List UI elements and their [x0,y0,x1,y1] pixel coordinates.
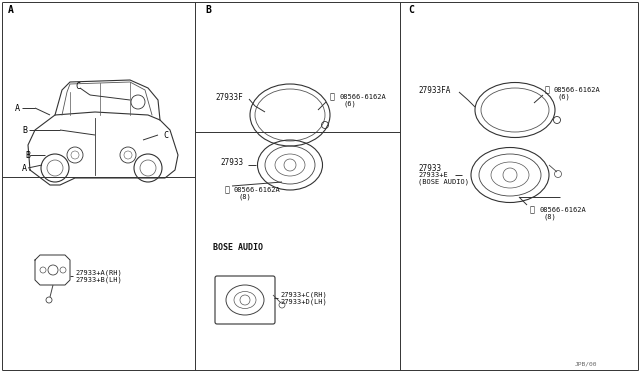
Text: (8): (8) [544,214,557,220]
Text: B: B [205,5,211,15]
Text: 27933+D(LH): 27933+D(LH) [280,299,327,305]
Text: 08566-6162A: 08566-6162A [340,94,387,100]
Text: JPB/00: JPB/00 [575,362,598,366]
Text: (6): (6) [558,94,571,100]
Text: Ⓢ: Ⓢ [530,205,535,215]
Text: A: A [22,164,27,173]
Text: C: C [75,81,80,90]
Text: BOSE AUDIO: BOSE AUDIO [213,244,263,253]
Text: 27933FA: 27933FA [418,86,451,94]
Text: Ⓢ: Ⓢ [545,86,550,94]
Text: 27933+B(LH): 27933+B(LH) [75,277,122,283]
Text: 27933: 27933 [418,164,441,173]
Text: 08566-6162A: 08566-6162A [234,187,281,193]
Text: Ⓢ: Ⓢ [330,93,335,102]
Text: 27933+E: 27933+E [418,172,448,178]
Text: 27933+A(RH): 27933+A(RH) [75,270,122,276]
Text: (BOSE AUDIO): (BOSE AUDIO) [418,179,469,185]
Text: B: B [25,151,30,160]
Text: 27933+C(RH): 27933+C(RH) [280,292,327,298]
Text: (6): (6) [344,101,356,107]
Text: (8): (8) [238,194,251,200]
Text: B: B [22,125,27,135]
Text: 08566-6162A: 08566-6162A [540,207,587,213]
Text: A: A [8,5,14,15]
Text: C: C [163,131,168,140]
Text: 08566-6162A: 08566-6162A [554,87,601,93]
Text: A: A [15,103,20,112]
Text: 27933: 27933 [220,157,243,167]
Text: Ⓢ: Ⓢ [225,186,230,195]
Text: C: C [408,5,414,15]
Text: 27933F: 27933F [215,93,243,102]
